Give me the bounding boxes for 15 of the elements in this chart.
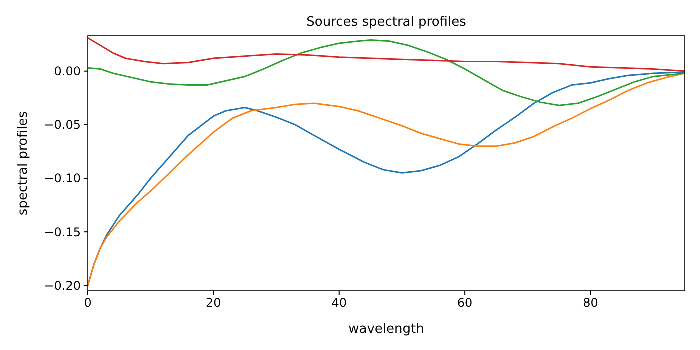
- line-series: [88, 40, 685, 106]
- x-tick-label: 20: [206, 296, 222, 310]
- x-tick-label: 60: [457, 296, 473, 310]
- chart-title: Sources spectral profiles: [306, 15, 467, 30]
- y-tick-label: −0.15: [44, 225, 81, 240]
- y-tick-label: −0.20: [44, 278, 81, 293]
- y-tick-label: −0.05: [44, 118, 81, 132]
- y-axis-title: spectral profiles: [16, 111, 31, 216]
- x-tick-label: 0: [84, 296, 92, 310]
- x-axis-title: wavelength: [348, 322, 424, 337]
- y-tick-label: 0.00: [54, 64, 81, 79]
- line-series: [88, 37, 685, 72]
- x-tick-label: 80: [583, 296, 598, 310]
- x-tick-label: 40: [332, 296, 348, 310]
- y-tick-label: −0.10: [44, 172, 81, 186]
